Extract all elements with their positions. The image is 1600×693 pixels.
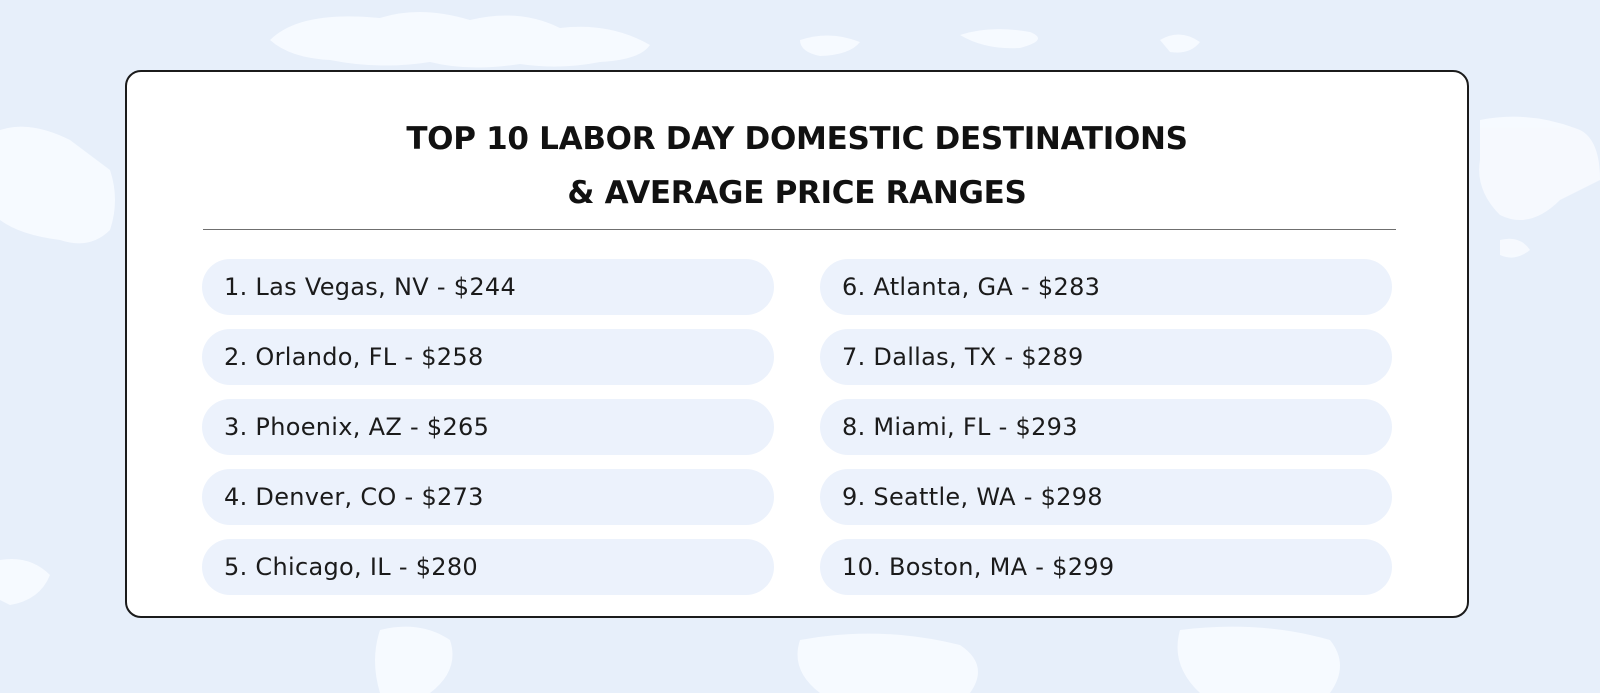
- title-line-2: & AVERAGE PRICE RANGES: [567, 175, 1027, 211]
- destinations-right-column: 6. Atlanta, GA - $283 7. Dallas, TX - $2…: [820, 259, 1392, 595]
- destination-item-5: 5. Chicago, IL - $280: [202, 539, 774, 595]
- destination-item-8: 8. Miami, FL - $293: [820, 399, 1392, 455]
- destinations-card: TOP 10 LABOR DAY DOMESTIC DESTINATIONS &…: [125, 70, 1469, 618]
- destination-item-10: 10. Boston, MA - $299: [820, 539, 1392, 595]
- destination-item-7: 7. Dallas, TX - $289: [820, 329, 1392, 385]
- page-title: TOP 10 LABOR DAY DOMESTIC DESTINATIONS &…: [127, 112, 1467, 220]
- destination-item-3: 3. Phoenix, AZ - $265: [202, 399, 774, 455]
- destination-item-4: 4. Denver, CO - $273: [202, 469, 774, 525]
- destination-item-1: 1. Las Vegas, NV - $244: [202, 259, 774, 315]
- destination-item-9: 9. Seattle, WA - $298: [820, 469, 1392, 525]
- destination-item-6: 6. Atlanta, GA - $283: [820, 259, 1392, 315]
- title-line-1: TOP 10 LABOR DAY DOMESTIC DESTINATIONS: [406, 121, 1188, 157]
- title-divider: [203, 229, 1396, 230]
- destination-item-2: 2. Orlando, FL - $258: [202, 329, 774, 385]
- destinations-left-column: 1. Las Vegas, NV - $244 2. Orlando, FL -…: [202, 259, 774, 595]
